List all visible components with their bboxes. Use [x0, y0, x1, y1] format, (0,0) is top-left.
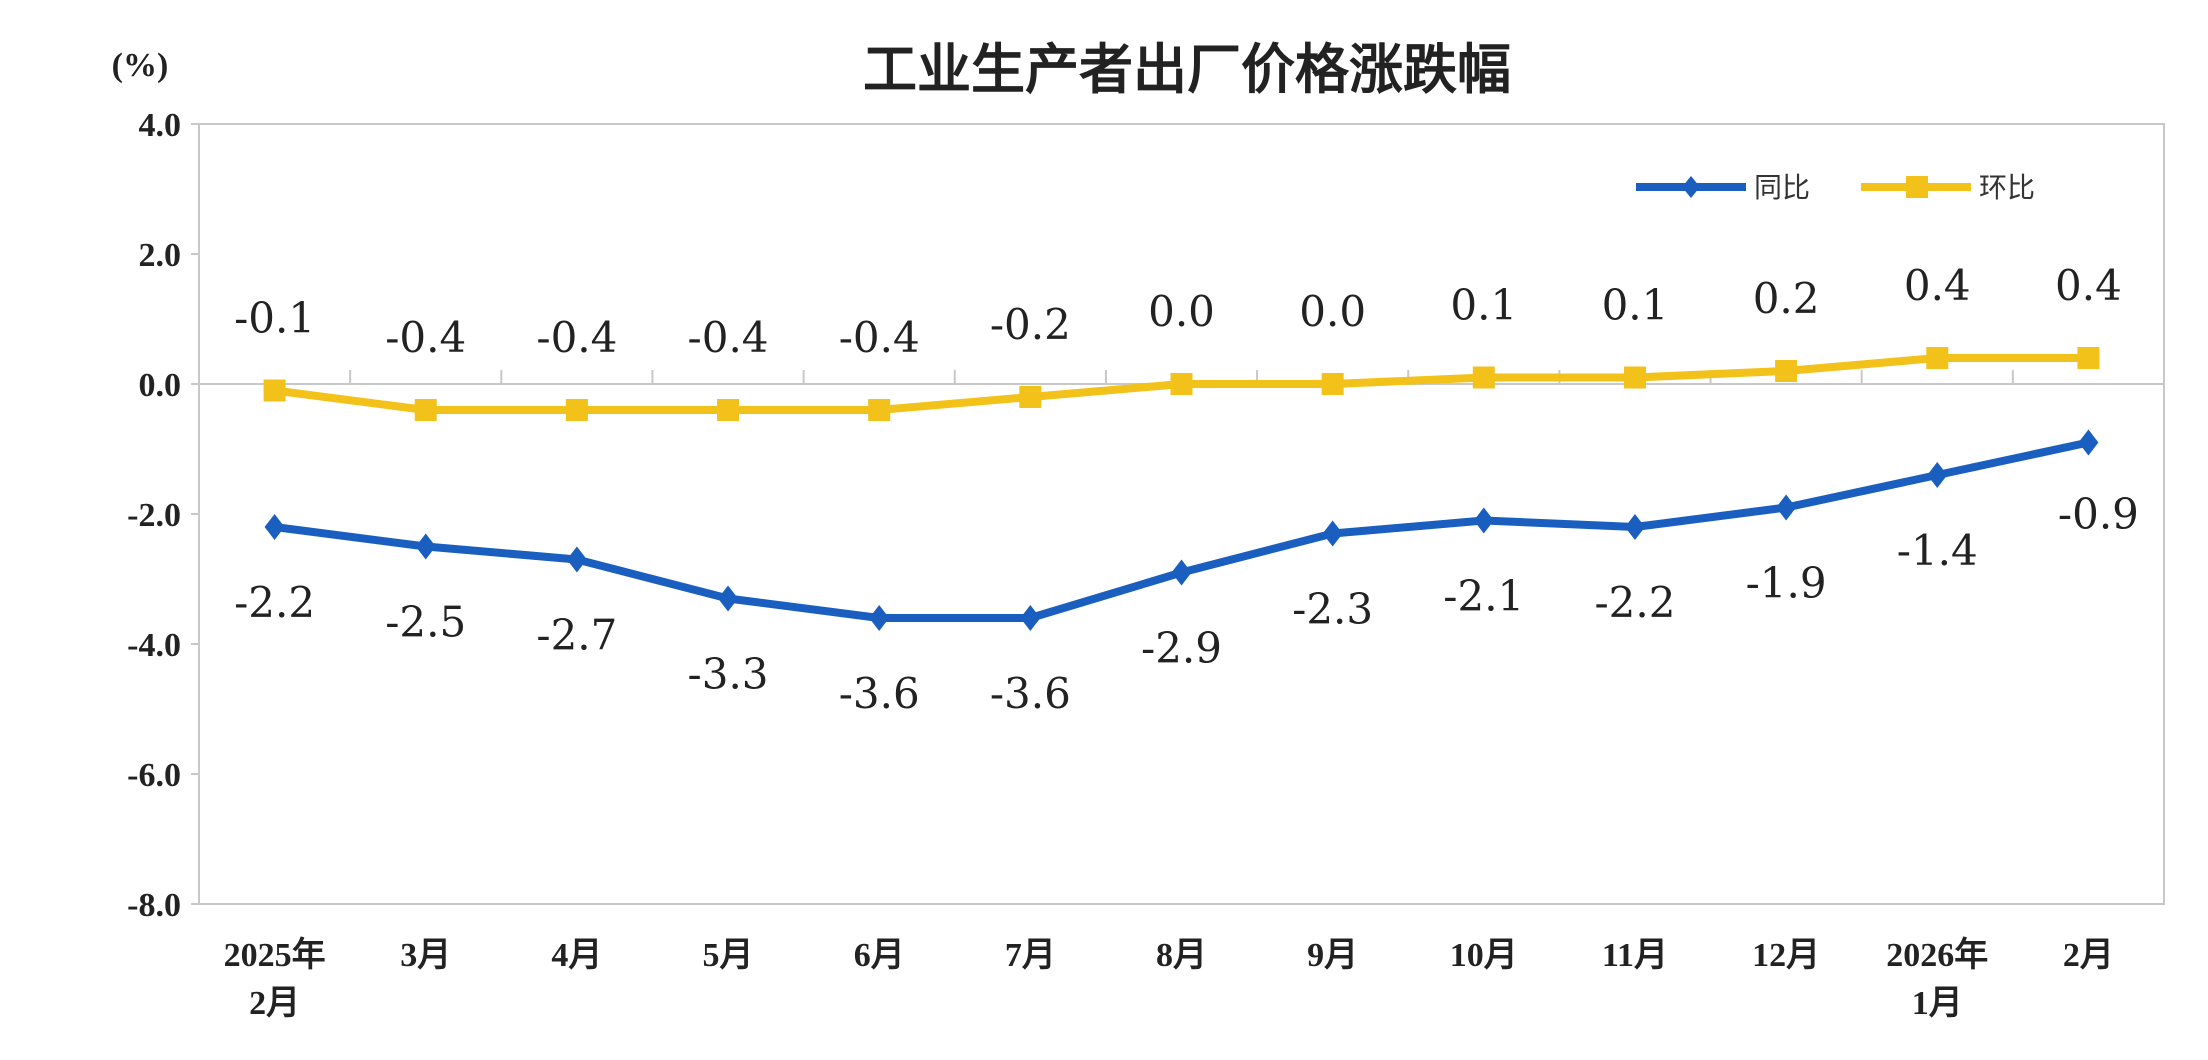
- data-label: -0.4: [839, 313, 920, 362]
- plot-area: [198, 123, 2165, 905]
- data-point: [1623, 366, 1646, 389]
- data-point: [1472, 366, 1495, 389]
- legend-marker: [1682, 176, 1700, 198]
- data-label: -0.4: [688, 313, 769, 362]
- legend-marker: [1906, 176, 1928, 198]
- y-tick-label: 2.0: [139, 237, 182, 274]
- x-tick-label: 2025年: [224, 936, 326, 974]
- x-tick-label: 10月: [1450, 937, 1518, 974]
- data-label: -2.2: [1594, 578, 1675, 627]
- data-point: [1171, 559, 1192, 586]
- y-tick-label: 0.0: [139, 367, 182, 404]
- data-label: 0.1: [1602, 281, 1669, 330]
- x-tick-label: 6月: [854, 937, 905, 974]
- data-point: [869, 605, 890, 631]
- x-tick-label: 9月: [1307, 937, 1358, 974]
- data-point: [263, 379, 286, 402]
- data-label: -2.9: [1141, 624, 1222, 673]
- x-tick-label: 11月: [1602, 937, 1668, 974]
- data-point: [1322, 520, 1343, 547]
- data-label: -2.5: [385, 598, 466, 647]
- data-label: -3.3: [688, 650, 769, 699]
- data-point: [415, 533, 436, 560]
- y-tick-label: 4.0: [139, 107, 182, 144]
- legend: 同比 环比: [1636, 171, 2035, 204]
- x-tick-label: 5月: [703, 937, 754, 974]
- data-point: [414, 399, 437, 421]
- data-label: -0.1: [234, 294, 315, 343]
- data-point: [1019, 386, 1042, 408]
- data-label: -3.6: [839, 669, 920, 718]
- data-point: [566, 546, 587, 573]
- x-tick-label: 4月: [551, 937, 602, 974]
- data-point: [1321, 373, 1344, 395]
- legend-label: 环比: [1979, 171, 2035, 204]
- x-tick-label: 2月: [249, 985, 300, 1022]
- x-tick-label: 12月: [1752, 937, 1820, 974]
- x-tick-label: 2026年: [1886, 936, 1988, 974]
- data-label: 0.0: [1148, 287, 1215, 336]
- y-tick-label: -2.0: [127, 497, 181, 534]
- x-tick-label: 2月: [2063, 937, 2114, 974]
- y-tick-label: -8.0: [127, 887, 181, 924]
- chart-title: 工业生产者出厂价格涨跌幅: [863, 38, 1511, 101]
- data-point: [868, 399, 891, 421]
- x-tick-label: 8月: [1156, 937, 1207, 974]
- data-point: [718, 585, 739, 612]
- data-label: -1.4: [1897, 526, 1978, 575]
- data-label: -3.6: [990, 669, 1071, 718]
- data-label: -2.1: [1443, 572, 1524, 621]
- x-tick-label: 7月: [1005, 937, 1056, 974]
- data-point: [1926, 347, 1949, 369]
- y-axis-unit: (%): [112, 47, 169, 84]
- data-point: [1170, 373, 1193, 395]
- y-tick-label: -6.0: [127, 757, 181, 794]
- data-label: -2.3: [1292, 585, 1373, 634]
- data-point: [717, 399, 740, 421]
- y-tick-label: -4.0: [127, 627, 181, 664]
- data-point: [1927, 462, 1948, 488]
- data-label: 0.2: [1753, 274, 1820, 323]
- data-label: -2.7: [536, 611, 617, 660]
- data-point: [1776, 494, 1797, 521]
- x-tick-label: 3月: [400, 937, 451, 974]
- data-point: [1020, 605, 1041, 631]
- data-label: -0.2: [990, 300, 1071, 349]
- data-point: [2078, 429, 2099, 456]
- data-point: [1775, 360, 1798, 382]
- data-label: -1.9: [1746, 559, 1827, 608]
- data-point: [1473, 507, 1494, 534]
- series-yoy: -2.2 -2.5 -2.7 -3.3 -3.6 -3.6 -2.9 -2.3 -2.1 -2.2…: [234, 429, 2139, 718]
- data-label: -0.4: [536, 313, 617, 362]
- data-point: [2077, 347, 2100, 369]
- data-label: 0.1: [1450, 281, 1517, 330]
- data-label: -0.4: [385, 313, 466, 362]
- data-label: -0.9: [2058, 490, 2139, 539]
- x-tick-label: 1月: [1912, 985, 1963, 1022]
- data-label: 0.0: [1299, 287, 1366, 336]
- legend-label: 同比: [1754, 171, 1810, 204]
- data-label: 0.4: [2055, 261, 2122, 310]
- data-label: 0.4: [1904, 261, 1971, 310]
- data-point: [264, 514, 285, 540]
- data-point: [1624, 514, 1645, 540]
- series-mom: -0.1 -0.4 -0.4 -0.4 -0.4 -0.2 0.0 0.0 0.1 0.1 0.2 0…: [234, 261, 2122, 421]
- data-label: -2.2: [234, 578, 315, 627]
- data-point: [565, 399, 588, 421]
